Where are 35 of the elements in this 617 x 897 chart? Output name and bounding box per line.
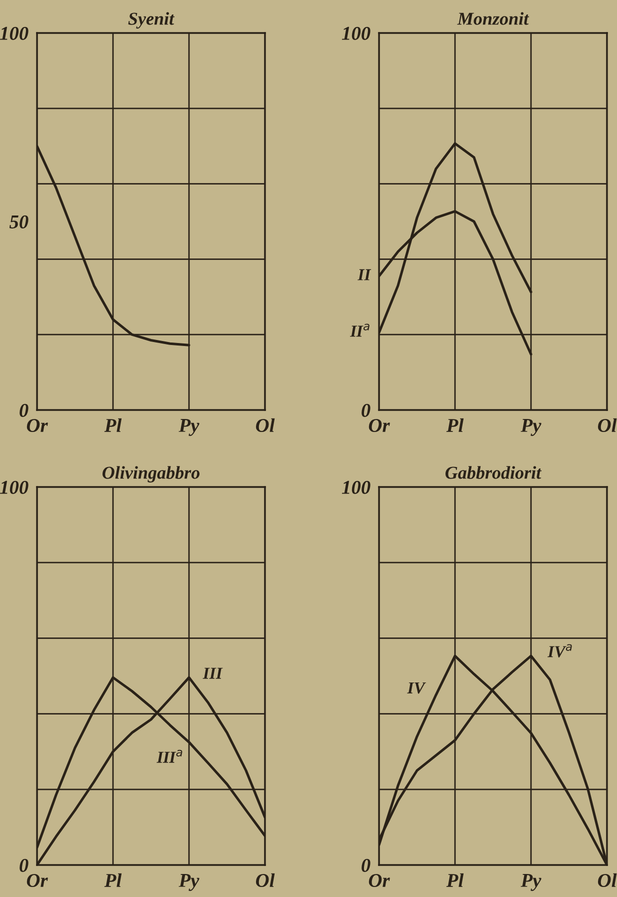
x-tick-label: Or — [26, 874, 48, 888]
x-tick-label: Ol — [598, 418, 617, 432]
y-tick-label: 100 — [342, 26, 370, 40]
x-tick-label: Or — [26, 418, 48, 432]
x-tick-label: Or — [368, 874, 390, 888]
x-tick-label: Ol — [256, 418, 275, 432]
series-label: II$^{a}$ — [350, 324, 370, 337]
chart-title: Monzonit — [457, 12, 530, 25]
y-tick-label: 0 — [20, 404, 28, 417]
series-label: III — [202, 668, 223, 679]
y-tick-label: 0 — [20, 858, 28, 872]
chart-title: Syenit — [128, 12, 175, 29]
x-tick-label: Pl — [446, 418, 464, 432]
series-label: IV — [407, 682, 426, 694]
y-tick-label: 0 — [362, 404, 370, 417]
x-tick-label: Py — [520, 419, 542, 436]
x-tick-label: Pl — [446, 873, 464, 887]
x-tick-label: Py — [178, 874, 200, 891]
series-label: II — [358, 269, 372, 280]
y-tick-label: 100 — [342, 480, 370, 494]
y-tick-label: 100 — [0, 26, 28, 40]
chart-title: Olivingabbro — [102, 466, 200, 483]
y-tick-label: 50 — [9, 215, 28, 228]
x-tick-label: Or — [368, 418, 390, 432]
x-tick-label: Py — [178, 419, 200, 436]
chart-title: Gabbrodiorit — [445, 466, 542, 479]
y-tick-label: 100 — [0, 480, 28, 494]
x-tick-label: Ol — [256, 873, 275, 888]
y-tick-label: 0 — [362, 858, 370, 872]
series-label: IV$^{a}$ — [548, 644, 572, 658]
x-tick-label: Py — [520, 874, 542, 891]
x-tick-label: Pl — [104, 873, 122, 887]
x-tick-label: Pl — [104, 418, 122, 432]
series-label: III$^{a}$ — [156, 750, 182, 763]
x-tick-label: Ol — [598, 873, 617, 888]
